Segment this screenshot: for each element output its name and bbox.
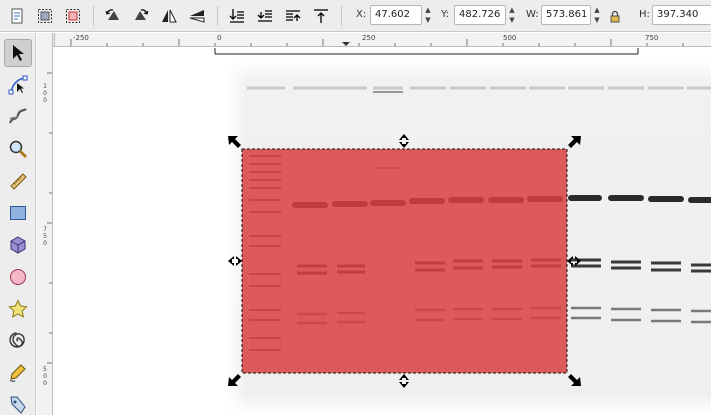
canvas-content xyxy=(214,48,711,415)
flip-horizontal-icon[interactable] xyxy=(158,5,180,27)
selection-handles[interactable] xyxy=(228,134,581,388)
lock-icon[interactable] xyxy=(607,5,623,27)
y-field[interactable]: 482.726 xyxy=(454,5,506,25)
lower-icon[interactable] xyxy=(254,5,276,27)
vertical-ruler-ticks xyxy=(47,72,52,364)
w-field[interactable]: 573.861 xyxy=(541,5,591,25)
x-label: X: xyxy=(356,9,367,20)
h-field[interactable]: 397.340 xyxy=(652,5,711,25)
selector-tool-icon[interactable] xyxy=(4,39,32,67)
raise-icon[interactable] xyxy=(282,5,304,27)
w-label: W: xyxy=(526,9,539,20)
raise-to-top-icon[interactable] xyxy=(310,5,332,27)
vertical-ruler[interactable]: 1 0 0 7 5 0 5 0 0 xyxy=(37,33,53,415)
node-tool-icon[interactable] xyxy=(4,71,32,99)
h-ruler-label: 250 xyxy=(362,34,376,42)
x-spinner[interactable]: ▲ ▼ xyxy=(425,6,431,24)
select-all-icon[interactable] xyxy=(6,5,28,27)
h-ruler-label: 0 xyxy=(217,34,222,42)
horizontal-ruler-ticks xyxy=(70,39,684,46)
flip-vertical-icon[interactable] xyxy=(186,5,208,27)
horizontal-ruler[interactable]: -250 0 250 500 750 xyxy=(55,33,711,47)
h-ruler-label: 750 xyxy=(645,34,659,42)
ellipse-tool-icon[interactable] xyxy=(4,263,32,291)
spiral-tool-icon[interactable] xyxy=(4,327,32,355)
select-all-layers-icon[interactable] xyxy=(34,5,56,27)
toolbox xyxy=(0,33,36,415)
h-label: H: xyxy=(639,9,650,20)
measure-tool-icon[interactable] xyxy=(4,167,32,195)
selected-rectangle[interactable] xyxy=(242,149,567,373)
3d-box-tool-icon[interactable] xyxy=(4,231,32,259)
v-ruler-label: 5 0 0 xyxy=(43,366,47,387)
lower-to-bottom-icon[interactable] xyxy=(226,5,248,27)
tweak-tool-icon[interactable] xyxy=(4,103,32,131)
rotate-cw-icon[interactable] xyxy=(130,5,152,27)
h-ruler-label: 500 xyxy=(503,34,517,42)
drawing-canvas[interactable] xyxy=(55,48,711,415)
x-field[interactable]: 47.602 xyxy=(370,5,422,25)
y-spinner[interactable]: ▲ ▼ xyxy=(509,6,515,24)
rotate-ccw-icon[interactable] xyxy=(102,5,124,27)
rectangle-tool-icon[interactable] xyxy=(4,199,32,227)
star-tool-icon[interactable] xyxy=(4,295,32,323)
pencil-tool-icon[interactable] xyxy=(4,359,32,387)
deselect-icon[interactable] xyxy=(62,5,84,27)
h-ruler-label: -250 xyxy=(73,34,89,42)
zoom-tool-icon[interactable] xyxy=(4,135,32,163)
v-ruler-label: 7 5 0 xyxy=(43,226,47,247)
y-label: Y: xyxy=(441,9,450,20)
pen-tool-icon[interactable] xyxy=(4,391,32,419)
w-spinner[interactable]: ▲ ▼ xyxy=(594,6,600,24)
commands-toolbar: X: 47.602 ▲ ▼ Y: 482.726 ▲ ▼ W: 573.861 ▲ ▼… xyxy=(0,0,711,32)
v-ruler-label: 1 0 0 xyxy=(43,83,47,104)
